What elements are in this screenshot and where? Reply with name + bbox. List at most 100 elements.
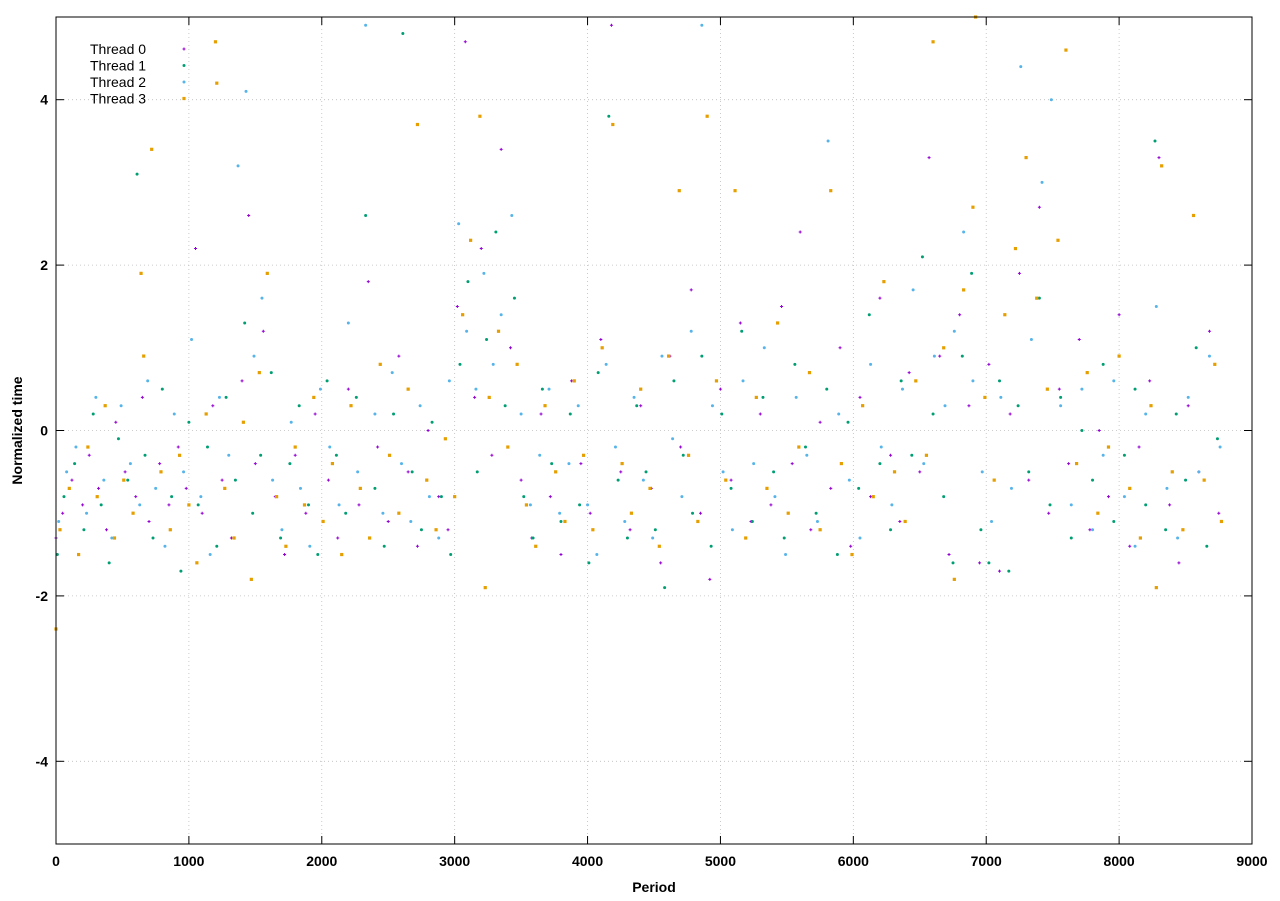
data-point bbox=[1029, 338, 1033, 342]
data-point bbox=[249, 577, 253, 581]
data-point bbox=[82, 528, 86, 532]
data-point bbox=[128, 462, 132, 466]
data-point bbox=[540, 387, 544, 391]
data-point bbox=[172, 412, 176, 416]
data-point bbox=[1165, 486, 1169, 490]
data-point bbox=[280, 528, 284, 532]
data-point bbox=[999, 395, 1003, 399]
data-point bbox=[1048, 503, 1052, 507]
data-point bbox=[57, 519, 61, 523]
data-point bbox=[302, 503, 307, 507]
data-point bbox=[252, 354, 256, 358]
data-point bbox=[215, 544, 219, 548]
data-point bbox=[814, 511, 818, 515]
data-point bbox=[163, 544, 167, 548]
data-point bbox=[818, 528, 822, 532]
data-point bbox=[240, 379, 244, 383]
data-point bbox=[663, 586, 667, 590]
data-point bbox=[485, 338, 489, 342]
data-point bbox=[368, 536, 372, 540]
data-point bbox=[220, 478, 224, 482]
data-point bbox=[700, 354, 704, 358]
data-point bbox=[1106, 445, 1111, 449]
data-point bbox=[689, 329, 693, 333]
data-point bbox=[1170, 470, 1174, 474]
data-point bbox=[898, 519, 902, 523]
data-point bbox=[65, 470, 69, 474]
data-point bbox=[437, 495, 441, 499]
data-point bbox=[971, 205, 975, 209]
y-tick-label: -4 bbox=[36, 753, 49, 769]
data-point bbox=[857, 486, 861, 490]
data-point bbox=[861, 404, 865, 408]
x-tick-label: 6000 bbox=[838, 853, 869, 869]
data-point bbox=[619, 470, 623, 474]
data-point bbox=[479, 247, 483, 251]
data-point bbox=[878, 462, 882, 466]
data-point bbox=[208, 553, 212, 557]
data-point bbox=[190, 338, 194, 342]
data-point bbox=[625, 536, 629, 540]
data-point bbox=[718, 387, 722, 391]
data-point bbox=[373, 412, 377, 416]
data-point bbox=[987, 561, 991, 565]
data-point bbox=[889, 528, 893, 532]
data-point bbox=[710, 404, 714, 408]
data-point bbox=[952, 329, 956, 333]
data-point bbox=[628, 528, 632, 532]
data-point bbox=[199, 495, 203, 499]
data-point bbox=[99, 503, 103, 507]
data-point bbox=[1035, 296, 1039, 300]
x-tick-label: 3000 bbox=[439, 853, 470, 869]
data-point bbox=[167, 503, 171, 507]
data-point bbox=[762, 346, 766, 350]
data-point bbox=[473, 395, 477, 399]
data-point bbox=[112, 536, 117, 540]
data-point bbox=[892, 470, 897, 474]
data-point bbox=[871, 495, 875, 499]
data-point bbox=[931, 40, 935, 44]
data-point bbox=[406, 470, 410, 474]
data-point bbox=[559, 519, 563, 523]
legend-marker bbox=[182, 64, 186, 67]
data-point bbox=[528, 503, 532, 507]
data-point bbox=[578, 503, 582, 507]
data-point bbox=[506, 445, 510, 449]
data-point bbox=[146, 379, 150, 383]
data-point bbox=[196, 503, 200, 507]
data-point bbox=[419, 528, 423, 532]
data-point bbox=[983, 395, 987, 400]
data-point bbox=[931, 412, 935, 416]
data-point bbox=[85, 511, 89, 515]
data-point bbox=[293, 453, 297, 457]
data-point bbox=[103, 404, 107, 408]
data-point bbox=[616, 478, 620, 482]
data-point bbox=[499, 313, 503, 317]
data-point bbox=[531, 536, 535, 540]
data-point bbox=[482, 271, 486, 275]
legend-marker bbox=[182, 47, 186, 51]
data-point bbox=[548, 495, 552, 499]
data-point bbox=[1217, 511, 1221, 515]
data-point bbox=[279, 536, 283, 540]
data-point bbox=[1017, 271, 1021, 275]
data-point bbox=[313, 412, 317, 416]
data-point bbox=[1027, 470, 1031, 474]
data-point bbox=[700, 23, 704, 27]
data-point bbox=[427, 495, 431, 499]
data-point bbox=[439, 495, 443, 499]
data-point bbox=[336, 536, 340, 540]
data-point bbox=[758, 412, 762, 416]
x-tick-label: 2000 bbox=[306, 853, 337, 869]
data-point bbox=[979, 528, 983, 532]
data-point bbox=[1106, 495, 1110, 499]
data-point bbox=[344, 511, 348, 515]
data-point bbox=[74, 445, 78, 449]
data-point bbox=[1091, 478, 1095, 482]
data-point bbox=[81, 503, 85, 507]
data-point bbox=[283, 553, 287, 557]
series-0-points bbox=[54, 23, 1221, 581]
data-point bbox=[1181, 528, 1185, 532]
x-tick-label: 7000 bbox=[971, 853, 1002, 869]
data-point bbox=[1059, 395, 1063, 399]
